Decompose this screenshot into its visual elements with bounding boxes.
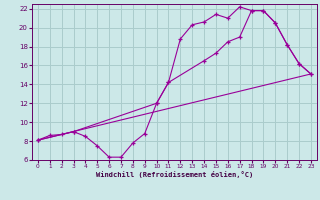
X-axis label: Windchill (Refroidissement éolien,°C): Windchill (Refroidissement éolien,°C) [96,171,253,178]
